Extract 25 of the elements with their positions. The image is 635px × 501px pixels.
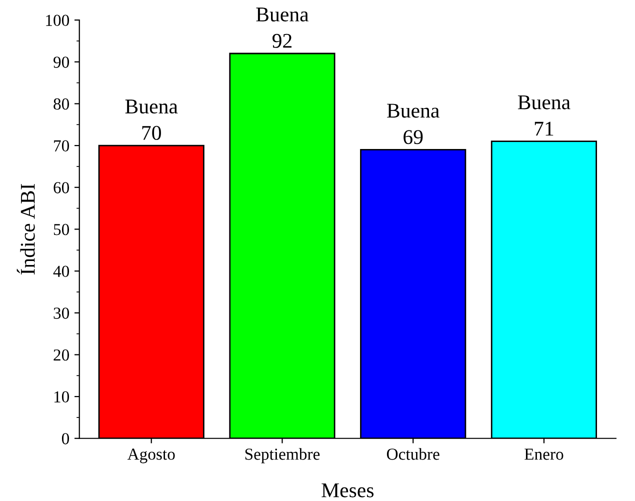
y-tick-label: 30 xyxy=(54,308,70,319)
y-axis-title: Índice ABI xyxy=(16,184,35,274)
y-tick-label: 90 xyxy=(54,56,70,68)
x-tick-label: Agosto xyxy=(127,448,175,464)
annotation: Buena xyxy=(387,104,440,118)
annotation: Buena xyxy=(256,8,309,22)
y-tick-label: 40 xyxy=(53,266,70,277)
x-tick-label: Octubre xyxy=(386,448,440,460)
data-label: 70 xyxy=(142,126,161,140)
annotation: Buena xyxy=(125,100,178,114)
y-tick-label: 60 xyxy=(54,182,70,194)
y-tick-label: 80 xyxy=(54,98,70,110)
y-tick-label: 0 xyxy=(62,433,70,444)
y-tick-label: 50 xyxy=(54,224,70,236)
data-label: 69 xyxy=(404,130,423,144)
data-label: 71 xyxy=(534,122,554,136)
y-tick-label: 100 xyxy=(46,14,70,26)
y-tick-label: 10 xyxy=(54,391,70,402)
y-tick-label: 70 xyxy=(54,140,70,152)
annotation: Buena xyxy=(518,96,570,110)
x-tick-label: Septiembre xyxy=(245,448,320,464)
y-tick-label: 20 xyxy=(54,349,70,361)
x-tick-label: Enero xyxy=(524,448,564,460)
data-label: 92 xyxy=(272,34,292,48)
x-axis-title: Meses xyxy=(322,483,374,498)
